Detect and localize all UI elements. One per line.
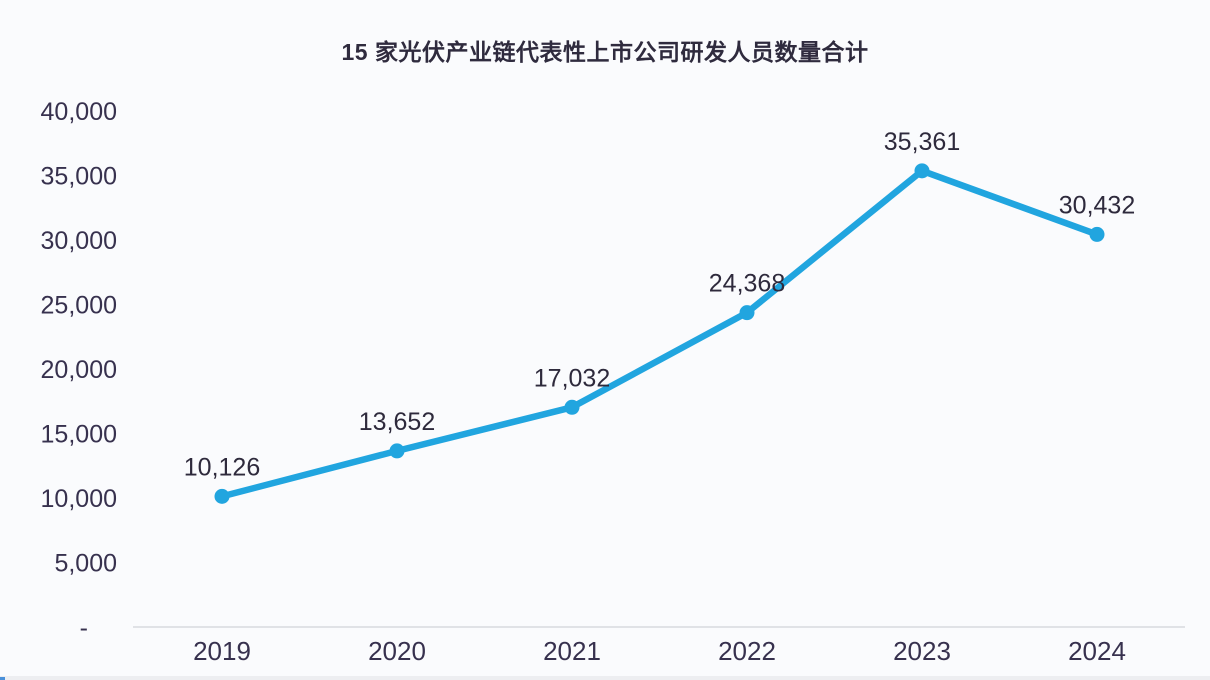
x-tick-label: 2022 <box>718 636 776 666</box>
data-point-marker <box>739 305 755 321</box>
data-label: 35,361 <box>884 128 960 156</box>
x-tick-label: 2024 <box>1068 636 1126 666</box>
y-tick-label: 40,000 <box>41 98 117 126</box>
data-label: 13,652 <box>359 408 435 436</box>
y-tick-label: 25,000 <box>41 292 117 320</box>
x-tick-label: 2021 <box>543 636 601 666</box>
data-point-marker <box>1089 226 1105 242</box>
y-tick-label: 15,000 <box>41 421 117 449</box>
chart-title: 15 家光伏产业链代表性上市公司研发人员数量合计 <box>341 39 869 65</box>
data-point-marker <box>564 399 580 415</box>
data-point-marker <box>914 163 930 179</box>
y-tick-label: 30,000 <box>41 227 117 255</box>
y-tick-label: - <box>80 614 88 642</box>
data-point-marker <box>214 488 230 504</box>
y-tick-label: 35,000 <box>41 163 117 191</box>
data-point-marker <box>389 443 405 459</box>
x-tick-label: 2019 <box>193 636 251 666</box>
bottom-edge-strip <box>0 676 1210 680</box>
corner-speck <box>0 677 5 680</box>
y-tick-label: 5,000 <box>54 550 117 578</box>
x-tick-label: 2020 <box>368 636 426 666</box>
y-tick-label: 10,000 <box>41 485 117 513</box>
x-tick-label: 2023 <box>893 636 951 666</box>
data-label: 10,126 <box>184 453 260 481</box>
y-tick-label: 20,000 <box>41 356 117 384</box>
data-label: 30,432 <box>1059 191 1135 219</box>
series-line <box>218 167 1101 500</box>
data-label: 24,368 <box>709 270 785 298</box>
data-label: 17,032 <box>534 364 610 392</box>
